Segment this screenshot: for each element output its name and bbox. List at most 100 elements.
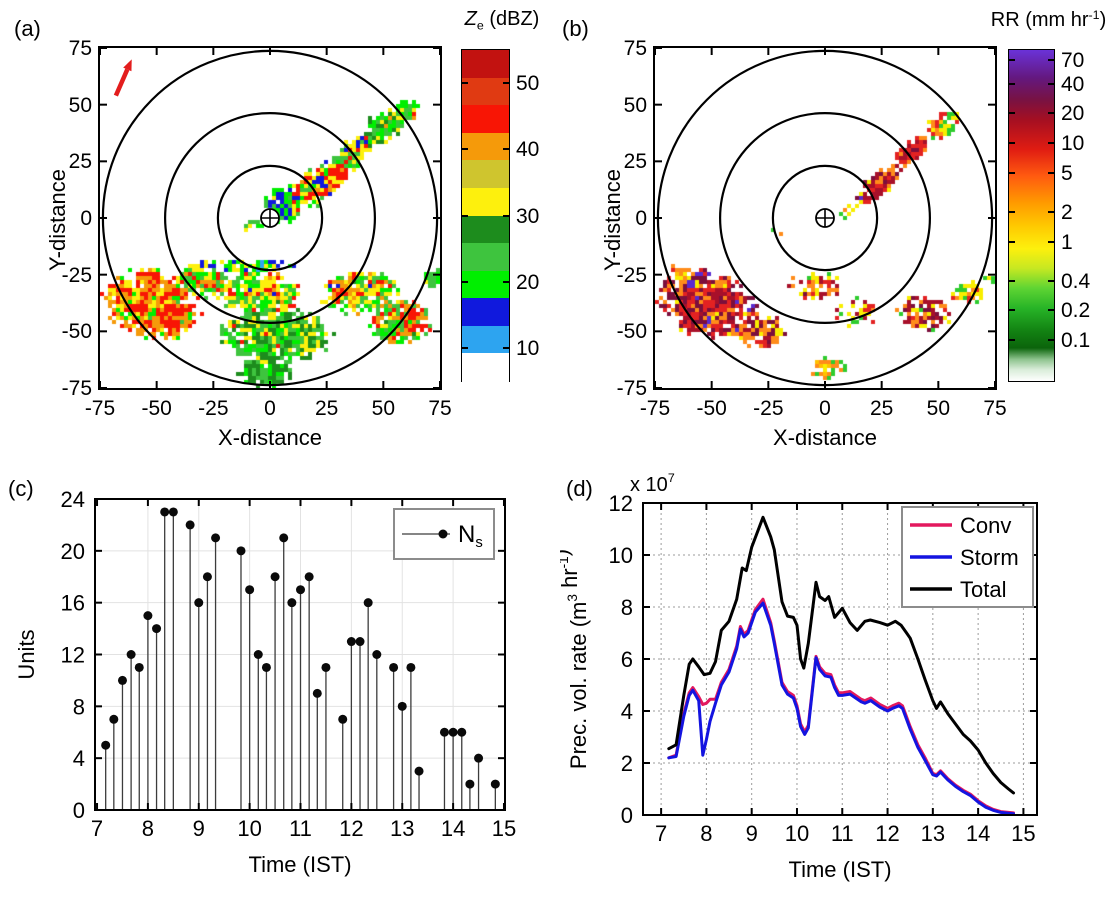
x-tick-label: 8	[142, 816, 154, 841]
stem-marker	[474, 753, 484, 763]
x-tick-label: 25	[314, 397, 339, 420]
stem-marker	[457, 727, 467, 737]
x-tick-label: -25	[198, 397, 229, 420]
y-tick-label: 2	[621, 751, 633, 776]
colorbar-segment	[462, 353, 509, 382]
stem-marker	[152, 624, 162, 634]
stem-marker	[126, 650, 136, 659]
y-tick-label: 0	[621, 803, 633, 828]
colorbar-tick-label: 0.4	[1061, 269, 1091, 293]
x-tick-label: 15	[492, 816, 516, 841]
stem-marker	[321, 662, 331, 672]
stem-marker	[287, 598, 297, 608]
x-tick-label: 12	[339, 816, 363, 841]
y-tick-label: 4	[621, 699, 633, 724]
stem-marker	[202, 572, 212, 582]
colorbar-tick-label: 0.1	[1061, 329, 1091, 353]
panel-c-stem-chart: 7 8 9 10 11 12 13 14 15 0 4 8 12 16 20 24 Time (IST) Unit…	[14, 487, 516, 877]
range-ring	[771, 164, 879, 272]
colorbar-a: 10 20 30 40 50	[461, 49, 539, 382]
stem-marker	[406, 662, 416, 672]
colorbar-tick-mark	[462, 280, 468, 283]
stem-marker	[448, 727, 458, 737]
x-axis-label: Time (IST)	[248, 852, 351, 877]
stem-marker	[134, 662, 144, 672]
stem-marker	[414, 766, 424, 776]
text-part: Z	[464, 8, 477, 30]
colorbar-segment	[462, 298, 509, 327]
panel-a-plot-area: X-distance Y-distance -75 -50 -25 0 25 50 75 75…	[45, 38, 452, 450]
colorbar-segment	[462, 243, 509, 272]
panel-d-line-chart: 7 8 9 10 11 12 13 14 15 0 2 4 6 8 10 12 Time (IST) Prec. …	[560, 471, 1038, 882]
text-part: )	[1099, 8, 1107, 31]
stem-marker	[465, 779, 475, 789]
y-tick-label: 6	[621, 647, 633, 672]
stem-marker	[389, 662, 399, 672]
stem-marker	[490, 779, 500, 789]
colorbar-tick-mark	[503, 280, 509, 283]
x-tick-label: -75	[639, 397, 671, 420]
x-tick-label: -50	[141, 397, 172, 420]
y-tick-label: 0	[635, 207, 647, 230]
y-tick-label: 16	[61, 591, 85, 616]
colorbar-tick-mark	[1048, 279, 1054, 282]
colorbar-tick-mark	[1009, 339, 1015, 342]
x-axis-label: Time (IST)	[788, 857, 891, 882]
x-tick-label: 0	[819, 397, 831, 420]
colorbar-tick-mark	[1009, 240, 1015, 243]
stem-marker	[338, 714, 348, 724]
x-tick-label: 11	[289, 816, 312, 841]
colorbar-tick-mark	[1048, 240, 1054, 243]
colorbar-tick-label: 10	[1061, 132, 1085, 156]
stem-marker	[312, 688, 322, 698]
y-tick-label: 24	[61, 487, 85, 512]
x-tick-label: 13	[921, 821, 945, 846]
stem-marker	[101, 740, 111, 750]
colorbar-tick-label: 70	[1061, 48, 1085, 72]
stem-marker	[372, 650, 382, 659]
colorbar-tick-label: 5	[1061, 161, 1073, 185]
y-tick-label: 0	[80, 207, 92, 230]
x-tick-label: 9	[193, 816, 205, 841]
x-tick-label: 7	[655, 821, 667, 846]
stem-marker	[109, 714, 119, 724]
stem-marker	[439, 727, 449, 737]
x-tick-label: -50	[696, 397, 727, 420]
panel-a-letter: (a)	[14, 16, 41, 41]
colorbar-tick-mark	[1048, 339, 1054, 342]
x-tick-label: -25	[753, 397, 784, 420]
colorbar-tick-mark	[1048, 171, 1054, 174]
colorbar-tick-mark	[1009, 210, 1015, 213]
colorbar-tick-label: 2	[1061, 200, 1073, 224]
stem-marker	[253, 650, 263, 659]
panel-b-letter: (b)	[562, 16, 589, 41]
text-part: (dBZ)	[483, 8, 540, 30]
stem-marker	[211, 533, 221, 543]
colorbar-segment	[462, 187, 509, 217]
colorbar-tick-mark	[462, 214, 468, 217]
series-line-storm	[667, 601, 1015, 816]
range-ring	[718, 111, 932, 325]
colorbar-tick-mark	[462, 346, 468, 349]
colorbar-tick-mark	[1048, 210, 1054, 213]
y-tick-label: 12	[609, 491, 633, 516]
colorbar-tick-mark	[1009, 142, 1015, 145]
stem-marker	[397, 701, 407, 711]
x-tick-label: 50	[926, 397, 950, 420]
panel-b-xlabel: X-distance	[773, 425, 877, 450]
range-ring	[216, 164, 324, 272]
colorbar-b: 70 40 20 10 5 2 1 0.4 0.2 0.1	[1008, 49, 1090, 382]
colorbar-tick-mark	[1048, 58, 1054, 61]
text-part: e	[476, 18, 484, 33]
x-tick-label: 14	[441, 816, 465, 841]
x-tick-label: 10	[785, 821, 809, 846]
stem-marker	[261, 662, 271, 672]
colorbar-tick-label: 30	[516, 204, 540, 228]
x-tick-label: 8	[700, 821, 712, 846]
colorbar-tick-label: 20	[516, 270, 540, 294]
colorbar-tick-mark	[1048, 112, 1054, 115]
x-tick-label: 12	[875, 821, 899, 846]
stem-marker	[143, 611, 153, 621]
x-tick-label: 15	[1011, 821, 1035, 846]
